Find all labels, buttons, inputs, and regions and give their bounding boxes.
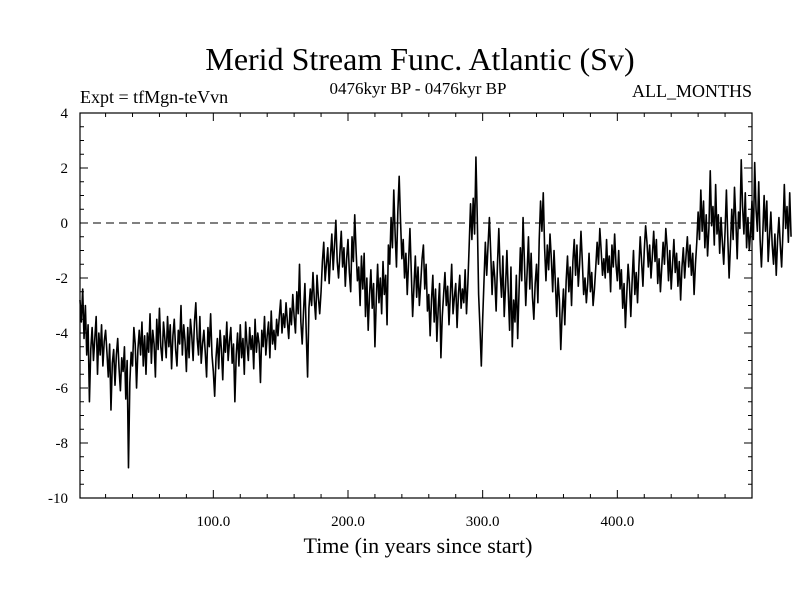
y-tick-label: -10 bbox=[48, 491, 68, 507]
x-axis: 100.0 200.0 300.0 400.0 bbox=[196, 113, 634, 530]
y-axis: -10 -8 -6 -4 -2 0 2 4 bbox=[48, 106, 752, 507]
chart-title: Merid Stream Func. Atlantic (Sv) bbox=[205, 41, 634, 77]
series-line-streamfunction bbox=[79, 156, 792, 469]
x-tick-label: 200.0 bbox=[331, 514, 365, 530]
x-tick-label: 300.0 bbox=[466, 514, 500, 530]
y-tick-label: -8 bbox=[56, 436, 69, 452]
x-axis-label: Time (in years since start) bbox=[304, 533, 533, 558]
x-tick-label: 100.0 bbox=[196, 514, 230, 530]
y-tick-label: -2 bbox=[56, 271, 69, 287]
y-tick-label: 4 bbox=[61, 106, 69, 122]
y-tick-label: 0 bbox=[61, 216, 69, 232]
experiment-label: Expt = tfMgn-teVvn bbox=[80, 87, 228, 107]
y-tick-label: -6 bbox=[56, 381, 69, 397]
time-range-label: 0476kyr BP - 0476kyr BP bbox=[330, 79, 507, 98]
y-tick-label: 2 bbox=[61, 161, 69, 177]
y-tick-label: -4 bbox=[56, 326, 69, 342]
months-label: ALL_MONTHS bbox=[632, 81, 752, 101]
x-tick-label: 400.0 bbox=[600, 514, 634, 530]
